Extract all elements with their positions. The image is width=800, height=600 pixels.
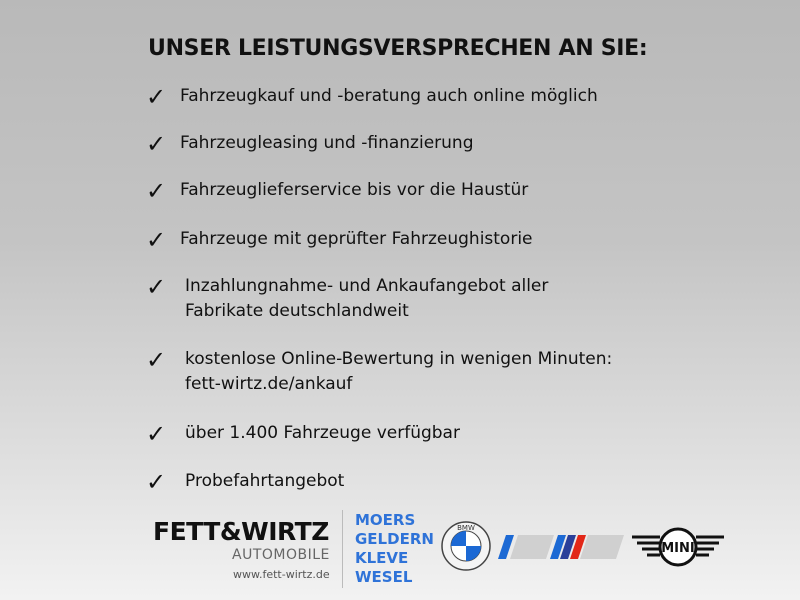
brand-logo: FETT&WIRTZ — [153, 517, 329, 546]
list-item-text: Fahrzeuglieferservice bis vor die Haustü… — [180, 178, 528, 203]
divider — [342, 510, 343, 588]
bmw-logo-text: BMW — [457, 524, 475, 532]
list-item-text: Probefahrtangebot — [185, 469, 344, 494]
list-item: ✓ Fahrzeuge mit geprüfter Fahrzeughistori… — [146, 227, 533, 253]
checkmark-icon: ✓ — [146, 420, 167, 448]
list-item-text: Inzahlungnahme- und Ankaufangebot aller F… — [185, 274, 548, 324]
list-item: ✓ Fahrzeugkauf und -beratung auch online … — [146, 84, 598, 110]
text-line: Fahrzeugleasing und -finanzierung — [180, 133, 474, 153]
text-line: kostenlose Online-Bewertung in wenigen M… — [185, 349, 613, 369]
list-item-text: über 1.400 Fahrzeuge verfügbar — [185, 421, 460, 446]
bmw-m-logo-icon — [550, 535, 624, 559]
list-item: ✓ kostenlose Online-Bewertung in wenigen … — [146, 347, 612, 397]
mini-logo-text: MINI — [661, 541, 695, 556]
bmw-i-logo-icon — [498, 535, 554, 559]
list-item: ✓ Fahrzeuglieferservice bis vor die Haust… — [146, 178, 528, 204]
text-line: Probefahrtangebot — [185, 471, 345, 491]
city: WESEL — [355, 568, 413, 586]
checkmark-icon: ✓ — [146, 83, 167, 111]
checkmark-icon: ✓ — [146, 177, 167, 205]
website-link[interactable]: www.fett-wirtz.de — [233, 568, 330, 581]
list-item-text: Fahrzeugleasing und -finanzierung — [180, 131, 473, 156]
brand-subtitle: AUTOMOBILE — [232, 547, 330, 563]
list-item: ✓ über 1.400 Fahrzeuge verfügbar — [146, 421, 460, 447]
text-line: Fahrzeuglieferservice bis vor die Haustü… — [180, 180, 529, 200]
footer: FETT&WIRTZ AUTOMOBILE www.fett-wirtz.de … — [0, 505, 800, 595]
text-line: Fahrzeuge mit geprüfter Fahrzeughistorie — [180, 229, 533, 249]
page-title: UNSER LEISTUNGSVERSPRECHEN AN SIE: — [148, 36, 648, 61]
checkmark-icon: ✓ — [146, 346, 167, 374]
text-line: Fabrikate deutschlandweit — [185, 301, 409, 321]
text-line: über 1.400 Fahrzeuge verfügbar — [185, 423, 460, 443]
city: MOERS — [355, 511, 416, 529]
list-item: ✓ Probefahrtangebot — [146, 469, 344, 495]
list-item-text: Fahrzeuge mit geprüfter Fahrzeughistorie — [180, 227, 533, 252]
list-item: ✓ Fahrzeugleasing und -finanzierung — [146, 131, 473, 157]
city-list: MOERS GELDERN KLEVE WESEL — [355, 511, 434, 587]
city: KLEVE — [355, 549, 409, 567]
checkmark-icon: ✓ — [146, 226, 167, 254]
checkmark-icon: ✓ — [146, 130, 167, 158]
list-item-text: kostenlose Online-Bewertung in wenigen M… — [185, 347, 612, 397]
bmw-logo-icon: BMW — [441, 521, 491, 571]
city: GELDERN — [355, 530, 434, 548]
list-item-text: Fahrzeugkauf und -beratung auch online m… — [180, 84, 598, 109]
text-line: Fahrzeugkauf und -beratung auch online m… — [180, 86, 598, 106]
text-line: fett-wirtz.de/ankauf — [185, 374, 353, 394]
checkmark-icon: ✓ — [146, 468, 167, 496]
text-line: Inzahlungnahme- und Ankaufangebot aller — [185, 276, 549, 296]
list-item: ✓ Inzahlungnahme- und Ankaufangebot aller… — [146, 274, 548, 324]
mini-logo-icon: MINI — [632, 527, 724, 567]
checkmark-icon: ✓ — [146, 273, 167, 301]
